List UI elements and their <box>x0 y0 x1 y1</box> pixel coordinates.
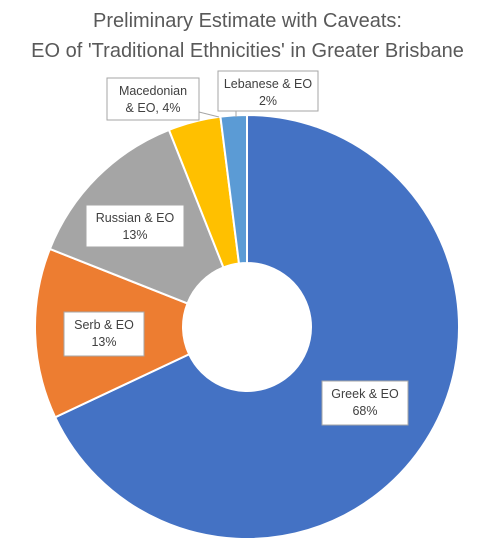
data-label-category-serb-and-eo: Serb & EO <box>74 318 134 332</box>
data-label-box-russian-and-eo <box>85 204 185 248</box>
chart-title-line-2: EO of 'Traditional Ethnicities' in Great… <box>31 40 464 62</box>
data-label-box-macedonian-and-eo <box>106 77 200 121</box>
chart-title: Preliminary Estimate with Caveats: EO of… <box>0 6 495 66</box>
data-label-value-lebanese-and-eo: 2% <box>259 94 277 108</box>
data-label-russian-and-eo: Russian & EO 13% <box>85 204 185 248</box>
data-label-serb-and-eo: Serb & EO 13% <box>63 311 145 357</box>
data-label-value-russian-and-eo: 13% <box>122 228 147 242</box>
data-label-box-serb-and-eo <box>63 311 145 357</box>
data-label-box-greek-and-eo <box>321 380 409 426</box>
data-label-macedonian-and-eo: Macedonian & EO, 4% <box>106 77 220 121</box>
data-label-category-macedonian-and-eo: Macedonian <box>119 84 187 98</box>
data-label-category-greek-and-eo: Greek & EO <box>331 387 399 401</box>
chart-title-line-1: Preliminary Estimate with Caveats: <box>93 10 402 32</box>
data-label-box-lebanese-and-eo <box>217 70 319 112</box>
data-label-lebanese-and-eo: Lebanese & EO 2% <box>217 70 319 117</box>
data-label-value-greek-and-eo: 68% <box>352 404 377 418</box>
data-label-category-russian-and-eo: Russian & EO <box>96 211 175 225</box>
donut-slice-lebanese-and-eo <box>219 113 248 265</box>
leader-line-macedonian-and-eo <box>198 111 220 118</box>
data-label-greek-and-eo: Greek & EO 68% <box>321 380 409 426</box>
donut-slice-greek-and-eo <box>53 113 460 540</box>
data-label-category-lebanese-and-eo: Lebanese & EO <box>224 77 313 91</box>
data-label-value-serb-and-eo: 13% <box>91 335 116 349</box>
data-label-value-macedonian-and-eo: & EO, 4% <box>126 101 181 115</box>
